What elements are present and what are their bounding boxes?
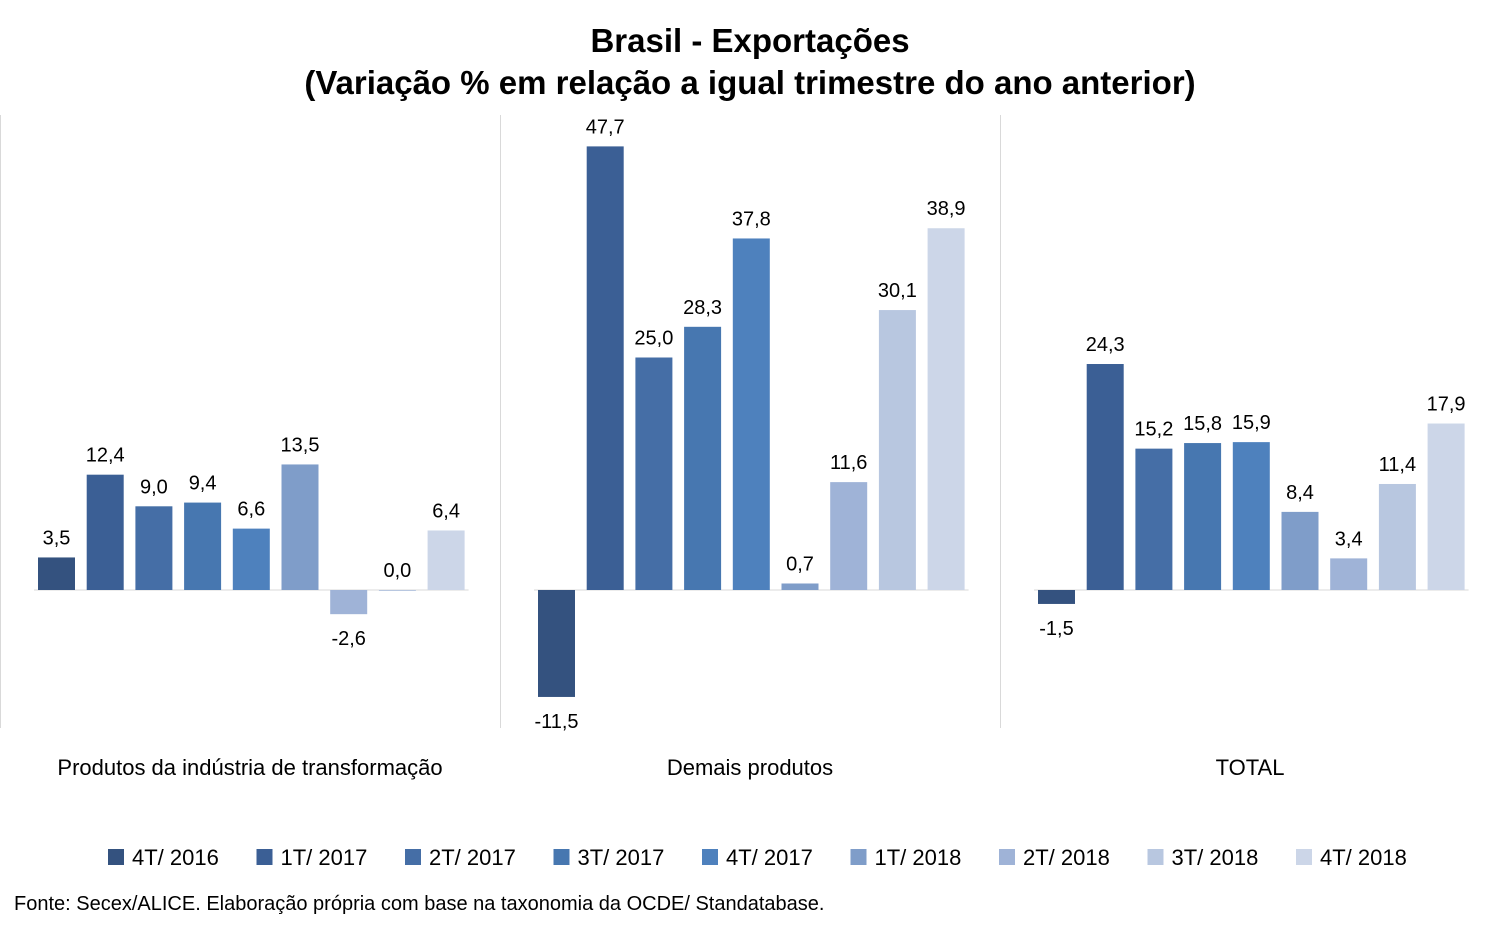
bar-2-2 xyxy=(1135,448,1173,590)
bar-7-1 xyxy=(878,310,916,590)
data-label: 3,4 xyxy=(1335,528,1363,550)
legend-label: 2T/ 2017 xyxy=(429,845,516,870)
bar-3-1 xyxy=(684,326,722,590)
category-label: TOTAL xyxy=(1216,755,1285,780)
legend-swatch xyxy=(553,849,570,865)
legend-label: 3T/ 2018 xyxy=(1172,845,1259,870)
legend-swatch xyxy=(1147,849,1164,865)
source-note: Fonte: Secex/ALICE. Elaboração própria c… xyxy=(14,893,825,915)
chart-title: Brasil - Exportações xyxy=(590,22,910,59)
data-label: 24,3 xyxy=(1086,334,1125,356)
legend-label: 3T/ 2017 xyxy=(578,845,665,870)
data-label: 8,4 xyxy=(1286,482,1314,504)
bar-2-0 xyxy=(135,506,173,590)
legend-swatch xyxy=(256,849,273,865)
bar-4-0 xyxy=(232,528,270,590)
data-label: 6,6 xyxy=(237,499,265,521)
legend-label: 4T/ 2017 xyxy=(726,845,813,870)
legend-label: 2T/ 2018 xyxy=(1023,845,1110,870)
data-label: 38,9 xyxy=(927,198,966,220)
data-label: 28,3 xyxy=(683,297,722,319)
legend-swatch xyxy=(405,849,421,865)
legend-swatch xyxy=(850,849,867,865)
legend-swatch xyxy=(108,849,124,865)
data-label: 0,0 xyxy=(383,560,411,582)
data-label: 6,4 xyxy=(432,500,460,522)
bar-3-0 xyxy=(184,502,222,590)
bar-5-0 xyxy=(281,464,319,590)
legend-label: 1T/ 2017 xyxy=(281,845,368,870)
bar-8-2 xyxy=(1427,423,1465,590)
bar-7-2 xyxy=(1378,483,1416,590)
chart-subtitle: (Variação % em relação a igual trimestre… xyxy=(304,64,1196,101)
data-label: 30,1 xyxy=(878,280,917,302)
data-label: 13,5 xyxy=(281,434,320,456)
data-label: 47,7 xyxy=(586,116,625,138)
data-label: 0,7 xyxy=(786,553,814,575)
bar-0-2 xyxy=(1038,590,1075,604)
data-label: 9,4 xyxy=(189,473,217,495)
bar-0-0 xyxy=(38,557,75,590)
data-label: 15,2 xyxy=(1134,419,1173,441)
legend-label: 4T/ 2018 xyxy=(1320,845,1407,870)
data-label: 25,0 xyxy=(634,328,673,350)
bar-8-1 xyxy=(927,228,965,591)
data-label: 12,4 xyxy=(86,445,125,467)
bar-7-0 xyxy=(378,590,416,591)
data-label: 15,9 xyxy=(1232,412,1271,434)
bar-1-1 xyxy=(586,146,624,590)
legend-label: 4T/ 2016 xyxy=(132,845,219,870)
bar-4-1 xyxy=(732,238,770,590)
bar-4-2 xyxy=(1232,442,1270,590)
bar-1-0 xyxy=(86,474,124,590)
bar-8-0 xyxy=(427,530,465,590)
bar-3-2 xyxy=(1184,443,1222,590)
data-label: -2,6 xyxy=(331,628,365,650)
bar-1-2 xyxy=(1086,364,1124,590)
data-label: 11,4 xyxy=(1379,454,1416,476)
legend-swatch xyxy=(1296,849,1312,865)
legend-swatch xyxy=(999,849,1015,865)
data-label: 15,8 xyxy=(1183,413,1222,435)
category-label: Produtos da indústria de transformação xyxy=(57,755,442,780)
bar-6-2 xyxy=(1330,558,1368,590)
legend-swatch xyxy=(702,849,718,865)
legend-label: 1T/ 2018 xyxy=(875,845,962,870)
data-label: 3,5 xyxy=(43,527,71,549)
category-label: Demais produtos xyxy=(667,755,833,780)
data-label: 11,6 xyxy=(830,452,867,474)
bar-5-2 xyxy=(1281,511,1319,590)
data-label: -11,5 xyxy=(534,711,578,733)
bar-6-1 xyxy=(830,482,868,590)
bar-6-0 xyxy=(330,590,368,615)
data-label: 37,8 xyxy=(732,208,771,230)
data-label: 17,9 xyxy=(1427,394,1466,416)
data-label: -1,5 xyxy=(1039,618,1073,640)
bar-2-1 xyxy=(635,357,673,590)
data-label: 9,0 xyxy=(140,476,168,498)
bar-5-1 xyxy=(781,583,819,590)
bar-0-1 xyxy=(538,590,575,697)
